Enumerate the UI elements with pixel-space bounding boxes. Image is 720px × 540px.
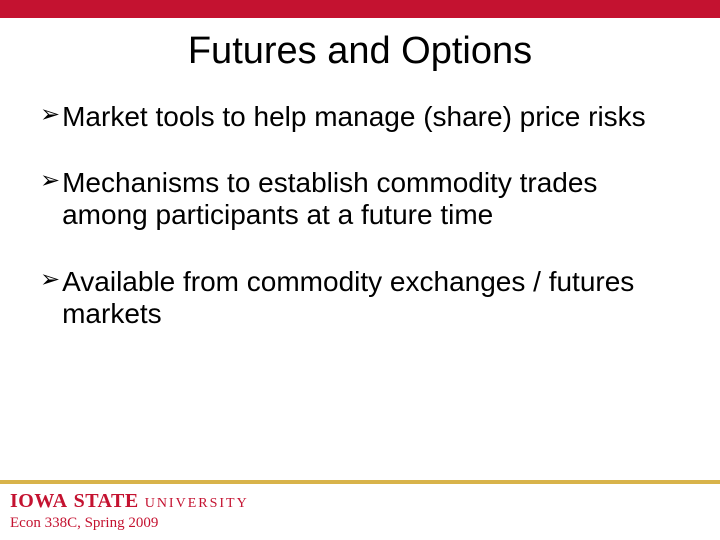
bullet-arrow-icon: ➢ [40, 167, 60, 195]
university-logo: IOWA STATE UNIVERSITY [0, 484, 720, 515]
bullet-item: ➢ Market tools to help manage (share) pr… [40, 101, 680, 133]
slide-title: Futures and Options [0, 30, 720, 73]
bullet-item: ➢ Available from commodity exchanges / f… [40, 266, 680, 330]
logo-word-university: UNIVERSITY [145, 496, 249, 512]
bullet-text: Mechanisms to establish commodity trades… [62, 167, 680, 231]
bullet-text: Available from commodity exchanges / fut… [62, 266, 680, 330]
course-info: Econ 338C, Spring 2009 [0, 515, 720, 540]
bullet-text: Market tools to help manage (share) pric… [62, 101, 646, 133]
bullet-item: ➢ Mechanisms to establish commodity trad… [40, 167, 680, 231]
bullet-arrow-icon: ➢ [40, 266, 60, 294]
bullet-arrow-icon: ➢ [40, 101, 60, 129]
logo-word-iowa: IOWA [10, 490, 68, 513]
slide-body: ➢ Market tools to help manage (share) pr… [0, 73, 720, 330]
logo-word-state: STATE [74, 490, 139, 513]
slide-footer: IOWA STATE UNIVERSITY Econ 338C, Spring … [0, 480, 720, 540]
top-accent-bar [0, 0, 720, 18]
